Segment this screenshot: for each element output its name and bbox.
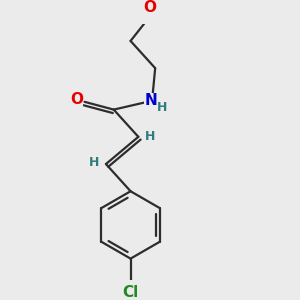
Text: H: H — [145, 130, 155, 143]
Text: O: O — [70, 92, 83, 107]
Text: O: O — [143, 0, 157, 15]
Text: Cl: Cl — [122, 285, 139, 300]
Text: H: H — [157, 100, 167, 113]
Text: N: N — [144, 93, 157, 108]
Text: H: H — [89, 156, 100, 169]
